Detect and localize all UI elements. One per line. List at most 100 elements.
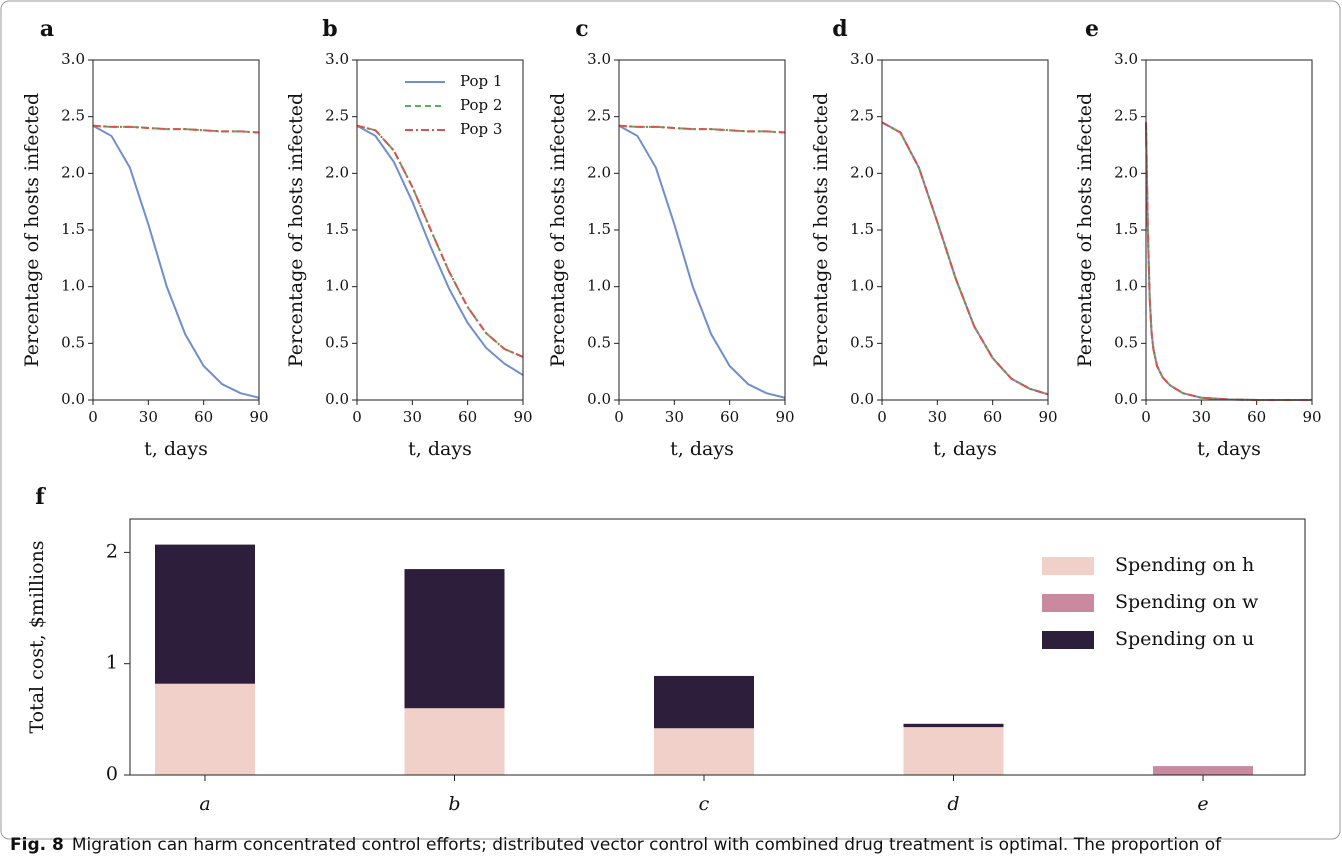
y-tick-label: 3.0 — [850, 50, 874, 68]
x-tick-label: e — [1197, 793, 1208, 815]
plot-frame — [1145, 59, 1313, 401]
y-tick-label: 3.0 — [587, 50, 611, 68]
legend-label: Pop 2 — [460, 96, 502, 114]
x-tick-label: 0 — [877, 408, 887, 426]
y-tick-label: 1.5 — [587, 220, 611, 238]
x-tick-label: 60 — [983, 408, 1002, 426]
y-tick-label: 0.5 — [1114, 333, 1138, 351]
y-tick-label: 2.5 — [325, 107, 349, 125]
y-tick-label: 2.5 — [61, 107, 85, 125]
panel-label: d — [832, 16, 847, 42]
bar-segment — [654, 675, 754, 729]
y-tick-label: 3.0 — [325, 50, 349, 68]
y-tick-label: 2.5 — [1114, 107, 1138, 125]
y-tick-label: 1.0 — [587, 277, 611, 295]
panel-label: a — [40, 16, 54, 42]
line-series — [881, 121, 1049, 396]
bar-segment — [903, 723, 1004, 728]
figure-border — [0, 0, 1341, 840]
y-tick-label: 0.5 — [325, 333, 349, 351]
x-tick-label: 90 — [249, 408, 268, 426]
x-axis-label: t, days — [670, 438, 734, 460]
x-tick-label: c — [699, 793, 710, 815]
y-tick-label: 0.5 — [850, 333, 874, 351]
line-series — [356, 124, 524, 376]
y-tick-label: 2.0 — [325, 163, 349, 181]
x-tick-label: 0 — [1141, 408, 1151, 426]
x-tick-label: d — [947, 793, 959, 815]
x-axis-label: t, days — [408, 438, 472, 460]
y-tick-label: 1 — [106, 652, 118, 674]
y-axis-label: Percentage of hosts infected — [21, 93, 43, 367]
line-series — [881, 121, 1049, 396]
plot-frame — [618, 59, 786, 401]
y-tick-label: 2.0 — [61, 163, 85, 181]
line-series — [92, 124, 260, 399]
y-tick-label: 0.0 — [61, 390, 85, 408]
y-tick-label: 2.0 — [1114, 163, 1138, 181]
y-tick-label: 0.0 — [850, 390, 874, 408]
panel-label: e — [1085, 16, 1099, 42]
x-tick-label: 30 — [665, 408, 684, 426]
y-tick-label: 1.5 — [61, 220, 85, 238]
line-series — [356, 124, 524, 358]
line-series — [1145, 122, 1312, 401]
bar-segment — [155, 683, 255, 775]
y-tick-label: 0.5 — [587, 333, 611, 351]
x-axis-label: t, days — [1197, 438, 1261, 460]
legend-label: Spending on h — [1115, 554, 1254, 576]
plot-frame — [92, 59, 260, 401]
y-tick-label: 1.0 — [850, 277, 874, 295]
y-tick-label: 3.0 — [1114, 50, 1138, 68]
x-tick-label: 30 — [1192, 408, 1211, 426]
x-tick-label: 90 — [513, 408, 532, 426]
bar-segment — [404, 569, 505, 709]
y-axis-label: Percentage of hosts infected — [285, 93, 307, 367]
caption: Migration can harm concentrated control … — [72, 835, 1222, 855]
x-tick-label: 60 — [194, 408, 213, 426]
y-tick-label: 0.0 — [325, 390, 349, 408]
y-tick-label: 1.5 — [850, 220, 874, 238]
legend-swatch — [1042, 594, 1094, 612]
y-tick-label: 2.0 — [587, 163, 611, 181]
y-tick-label: 1.0 — [325, 277, 349, 295]
plot-frame — [881, 59, 1049, 401]
legend-label: Spending on w — [1115, 591, 1259, 613]
x-tick-label: 0 — [614, 408, 624, 426]
line-series — [92, 124, 260, 134]
panel-label: b — [322, 16, 337, 42]
x-tick-label: 30 — [928, 408, 947, 426]
bar-segment — [903, 727, 1004, 775]
y-tick-label: 1.0 — [1114, 277, 1138, 295]
x-tick-label: 90 — [775, 408, 794, 426]
bar-segment — [155, 544, 255, 684]
y-axis-label: Percentage of hosts infected — [810, 93, 832, 367]
y-tick-label: 0 — [106, 763, 118, 785]
x-axis-label: t, days — [933, 438, 997, 460]
y-axis-label: Percentage of hosts infected — [1074, 93, 1096, 367]
x-tick-label: 0 — [88, 408, 98, 426]
y-tick-label: 2.5 — [850, 107, 874, 125]
line-series — [356, 124, 524, 358]
y-tick-label: 1.5 — [1114, 220, 1138, 238]
x-tick-label: 0 — [352, 408, 362, 426]
line-series — [881, 121, 1049, 396]
x-axis-label: t, days — [144, 438, 208, 460]
caption-label: Fig. 8 — [10, 835, 64, 855]
x-tick-label: a — [199, 793, 210, 815]
y-tick-label: 1.0 — [61, 277, 85, 295]
bar-segment — [404, 708, 505, 775]
bar-segment — [1153, 766, 1253, 775]
x-tick-label: 60 — [1247, 408, 1266, 426]
x-tick-label: 90 — [1302, 408, 1321, 426]
legend-label: Pop 3 — [460, 120, 502, 138]
legend-swatch — [1042, 631, 1094, 649]
x-tick-label: b — [448, 793, 460, 815]
x-tick-label: 90 — [1038, 408, 1057, 426]
y-axis-label: Total cost, $millions — [26, 540, 48, 733]
bar-segment — [654, 728, 754, 775]
plot-frame — [129, 518, 1306, 776]
line-series — [1145, 122, 1312, 401]
